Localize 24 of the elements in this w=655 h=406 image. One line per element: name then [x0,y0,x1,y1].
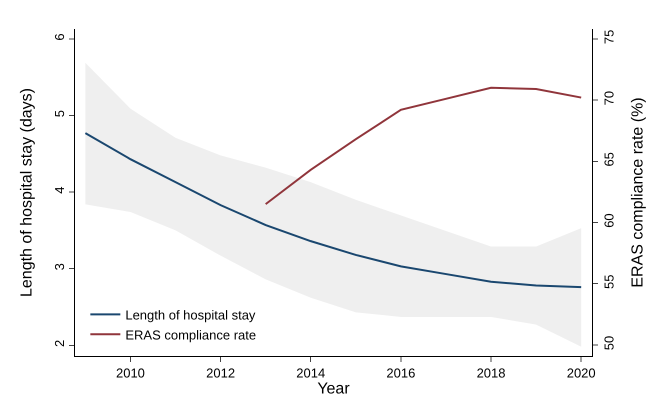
y-tick-label: 2 [52,340,67,347]
x-tick-label: 2014 [296,366,326,381]
line-series [84,132,582,288]
y-tick-label: 4 [52,186,67,194]
x-tick-label: 2016 [386,366,416,381]
y2-tick-label: 65 [602,152,617,167]
x-tick-label: 2018 [476,366,506,381]
line-series [264,86,582,206]
x-tick-label: 2020 [566,366,596,381]
legend-label: ERAS compliance rate [125,327,256,342]
y2-tick-label: 75 [602,30,617,44]
y-tick-label: 5 [52,110,67,118]
x-tick-label: 2010 [116,366,145,381]
y2-tick-label: 50 [602,336,617,350]
y2-tick-label: 60 [602,213,617,228]
y-axis-title: Length of hospital stay (days) [18,88,36,298]
y-tick-label: 3 [52,263,67,270]
y2-tick-label: 55 [602,274,617,290]
legend-label: Length of hospital stay [125,307,256,322]
x-tick-label: 2012 [206,366,236,381]
y2-tick-label: 70 [602,90,617,106]
x-axis-title: Year [317,380,350,398]
y-tick-label: 6 [52,33,67,41]
y2-axis-title: ERAS compliance rate (%) [629,97,646,288]
